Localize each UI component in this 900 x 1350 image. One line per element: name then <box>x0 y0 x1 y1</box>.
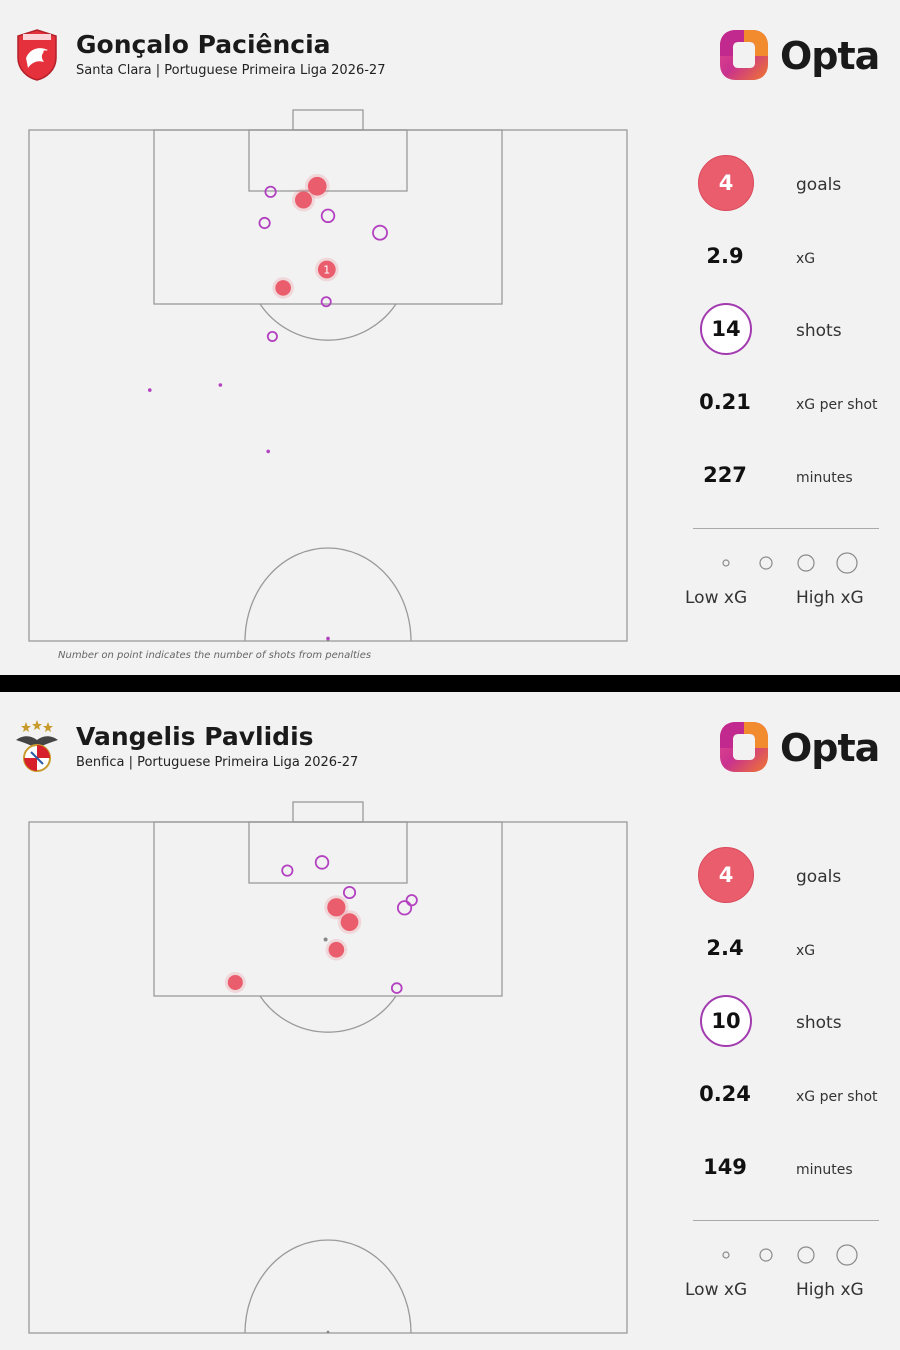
centre-spot <box>326 1330 330 1334</box>
goals-value: 4 <box>698 847 754 903</box>
goals-value: 4 <box>698 155 754 211</box>
xg-per-shot-value: 0.21 <box>699 390 751 414</box>
opta-logo-text: Opta <box>780 726 880 770</box>
missed-shot-point <box>342 885 357 900</box>
stat-shots: 10 shots <box>690 991 900 1051</box>
goal-shot-point <box>340 913 359 932</box>
missed-shot-point <box>372 224 388 241</box>
xg-legend-circles <box>722 552 858 574</box>
shots-layer <box>224 855 418 994</box>
stat-goals: 4 goals <box>690 845 900 905</box>
penalty-arc <box>259 303 397 341</box>
stat-xg-per-shot: 0.21 xG per shot <box>690 373 900 433</box>
goals-label: goals <box>796 867 842 887</box>
xg-per-shot-label: xG per shot <box>796 397 878 413</box>
stat-xg: 2.4 xG <box>690 919 900 979</box>
shots-label: shots <box>796 321 842 341</box>
missed-shot-point <box>266 449 270 454</box>
goal-shot-point <box>227 974 243 990</box>
missed-shot-point <box>314 855 330 870</box>
opta-logo: Opta <box>718 718 880 780</box>
stat-xg-per-shot: 0.24 xG per shot <box>690 1065 900 1125</box>
goal-frame <box>292 109 364 131</box>
goal-shot-point <box>328 941 345 958</box>
six-yard-box <box>248 821 408 884</box>
minutes-value: 227 <box>703 463 747 487</box>
missed-shot-point <box>326 636 330 641</box>
legend-low-label: Low xG <box>685 1280 748 1300</box>
pitch-outline <box>28 129 628 642</box>
team-competition-subtitle: Benfica | Portuguese Primeira Liga 2026-… <box>76 755 359 770</box>
missed-shot-point <box>405 894 418 907</box>
missed-shot-point <box>147 388 152 392</box>
player-name: Gonçalo Paciência <box>76 30 331 59</box>
opta-logo-icon <box>720 722 768 772</box>
six-yard-box <box>248 129 408 192</box>
legend-high-label: High xG <box>796 588 864 608</box>
missed-shot-point <box>264 185 277 198</box>
legend-high-label: High xG <box>796 1280 864 1300</box>
stat-goals: 4 goals <box>690 153 900 213</box>
santa-clara-crest-icon <box>17 29 57 81</box>
goal-frame <box>292 801 364 823</box>
shot-map-pitch: 1 <box>28 109 628 642</box>
opta-logo-icon <box>720 30 768 80</box>
opta-logo: Opta <box>718 26 880 88</box>
goal-shot-point <box>275 280 291 296</box>
minutes-label: minutes <box>796 470 853 486</box>
opta-logo-text: Opta <box>780 34 880 78</box>
goals-label: goals <box>796 175 842 195</box>
xg-size-legend: Low xG High xG <box>680 548 900 618</box>
goal-shot-point <box>317 260 336 279</box>
penalty-footnote: Number on point indicates the number of … <box>58 650 372 661</box>
player-name: Vangelis Pavlidis <box>76 722 314 751</box>
shot-map-panel: Gonçalo Paciência Santa Clara | Portugue… <box>0 0 900 675</box>
stats-divider <box>693 1220 879 1221</box>
missed-shot-point <box>281 864 294 877</box>
team-competition-subtitle: Santa Clara | Portuguese Primeira Liga 2… <box>76 63 386 78</box>
centre-circle <box>244 547 412 642</box>
xg-label: xG <box>796 251 816 267</box>
xg-value: 2.9 <box>706 244 744 268</box>
penalty-arc <box>259 995 397 1033</box>
missed-shot-point <box>320 208 336 224</box>
shots-layer: 1 <box>147 173 388 641</box>
goal-shot-point <box>327 898 346 917</box>
xg-per-shot-label: xG per shot <box>796 1089 878 1105</box>
xg-value: 2.4 <box>706 936 744 960</box>
stats-divider <box>693 528 879 529</box>
legend-low-label: Low xG <box>685 588 748 608</box>
shots-label: shots <box>796 1013 842 1033</box>
stat-minutes: 227 minutes <box>690 446 900 506</box>
stat-shots: 14 shots <box>690 299 900 359</box>
shot-map-panel: Vangelis Pavlidis Benfica | Portuguese P… <box>0 692 900 1350</box>
missed-shot-point <box>320 296 332 308</box>
missed-shot-point <box>258 216 271 230</box>
missed-shot-point <box>266 330 278 342</box>
minutes-value: 149 <box>703 1155 747 1179</box>
shot-map-pitch <box>28 801 628 1334</box>
stat-xg: 2.9 xG <box>690 227 900 287</box>
xg-label: xG <box>796 943 816 959</box>
shots-value: 10 <box>700 995 752 1047</box>
benfica-crest-icon <box>16 720 58 772</box>
minutes-label: minutes <box>796 1162 853 1178</box>
penalty-count-label: 1 <box>323 264 330 277</box>
xg-legend-circles <box>722 1244 858 1266</box>
blocked-shot-point <box>323 937 328 942</box>
missed-shot-point <box>396 900 413 916</box>
stat-minutes: 149 minutes <box>690 1138 900 1198</box>
xg-per-shot-value: 0.24 <box>699 1082 751 1106</box>
missed-shot-point <box>218 383 223 387</box>
goal-shot-point <box>294 191 312 209</box>
goal-shot-point <box>307 176 327 196</box>
shots-value: 14 <box>700 303 752 355</box>
xg-size-legend: Low xG High xG <box>680 1240 900 1310</box>
centre-circle <box>244 1239 412 1334</box>
missed-shot-point <box>390 982 403 994</box>
